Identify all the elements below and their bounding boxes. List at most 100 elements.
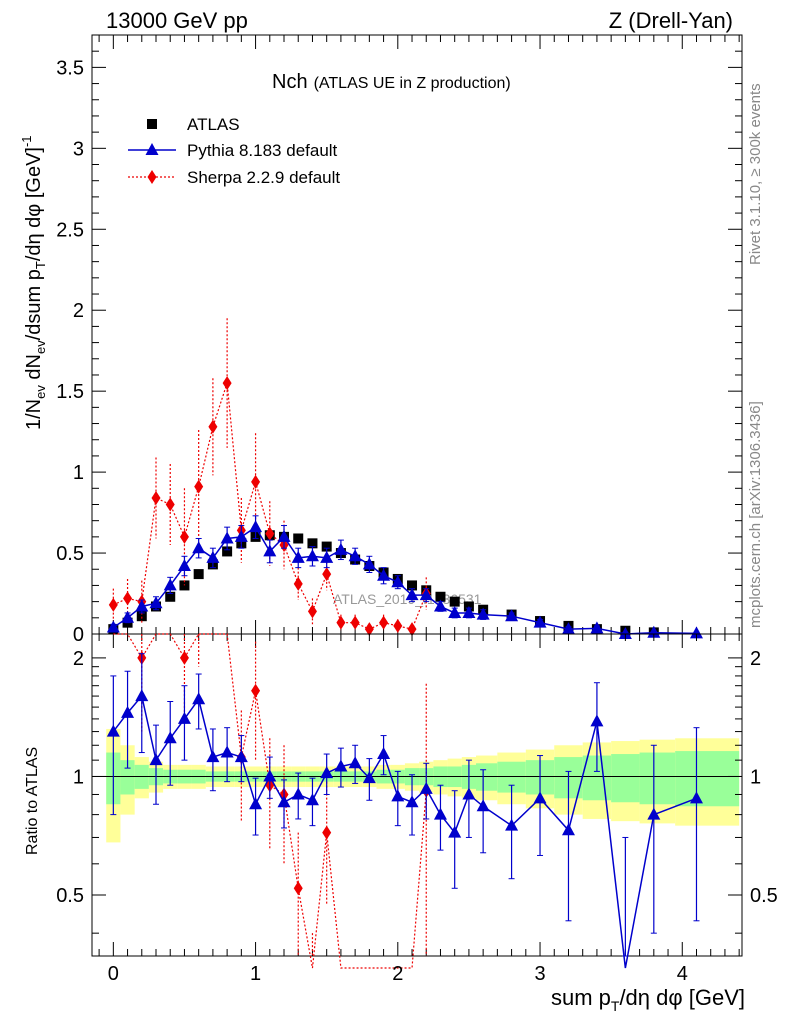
uncertainty-band-inner: [675, 751, 740, 807]
pythia-ratio-point: [334, 759, 348, 772]
x-tick-label: 2: [392, 963, 403, 985]
pythia-point: [590, 621, 604, 634]
y-tick-label: 3: [73, 138, 84, 160]
pythia-point: [106, 620, 120, 633]
pythia-point: [206, 550, 220, 563]
pythia-point: [533, 615, 547, 628]
legend-label: ATLAS: [187, 115, 240, 134]
y-tick-label-right: 2: [750, 648, 761, 670]
y-tick-label: 1.5: [56, 381, 84, 403]
sherpa-point: [194, 479, 204, 494]
main-panel: 00.511.522.533.5 ATLAS_2019_I1736531 Nch…: [19, 34, 743, 646]
pythia-ratio-point: [533, 791, 547, 804]
pythia-line: [112, 526, 697, 635]
uncertainty-band-inner: [611, 754, 640, 803]
atlas-point: [321, 541, 332, 552]
pythia-point: [405, 588, 419, 601]
uncertainty-band-inner: [476, 763, 498, 791]
side-label-rivet: Rivet 3.1.10, ≥ 300k events: [747, 83, 764, 265]
pythia-point: [263, 544, 277, 557]
sherpa-point: [350, 615, 360, 630]
sherpa-point: [364, 622, 374, 637]
pythia-ratio-point: [433, 807, 447, 820]
header-left: 13000 GeV pp: [106, 8, 248, 33]
pythia-point: [220, 531, 234, 544]
atlas-point: [407, 580, 418, 591]
pythia-point: [291, 550, 305, 563]
chart-title-main: Nch: [272, 71, 308, 93]
sherpa-point: [251, 474, 261, 489]
pythia-ratio-point: [362, 771, 376, 784]
sherpa-point: [407, 622, 417, 637]
pythia-ratio-point: [320, 766, 334, 779]
legend-label: Sherpa 2.2.9 default: [187, 168, 340, 187]
pythia-ratio-point: [291, 787, 305, 800]
atlas-point: [307, 538, 318, 549]
atlas-point: [136, 611, 147, 622]
pythia-ratio-line: [112, 694, 697, 969]
pythia-point: [121, 610, 135, 623]
legend: ATLAS Pythia 8.183 default Sherpa 2.2.9 de…: [128, 115, 340, 187]
sherpa-point: [151, 491, 161, 506]
pythia-ratio-point: [305, 793, 319, 806]
pythia-point: [348, 549, 362, 562]
pythia-point: [163, 578, 177, 591]
uncertainty-band-inner: [120, 760, 135, 795]
pythia-ratio-point: [377, 747, 391, 760]
y-tick-label: 0.5: [56, 885, 84, 907]
y-tick-label: 2: [73, 300, 84, 322]
pythia-ratio-point: [405, 795, 419, 808]
pythia-ratio-point: [277, 795, 291, 808]
pythia-ratio-point: [689, 791, 703, 804]
y-tick-label: 2.5: [56, 219, 84, 241]
pythia-point: [334, 542, 348, 555]
pythia-point: [419, 588, 433, 601]
sherpa-point: [265, 526, 275, 541]
pythia-point: [135, 599, 149, 612]
pythia-point: [305, 549, 319, 562]
sherpa-ratio-point: [179, 650, 189, 665]
sherpa-point: [179, 529, 189, 544]
x-axis-label: sum pT/dη dφ [GeV]: [551, 985, 745, 1014]
pythia-ratio-point: [135, 689, 149, 702]
x-tick-label: 1: [250, 963, 261, 985]
sherpa-ratio-point: [322, 825, 332, 840]
sherpa-point: [123, 591, 133, 606]
atlas-point: [147, 119, 157, 129]
pythia-point: [462, 605, 476, 618]
chart-title: Nch (ATLAS UE in Z production): [272, 71, 511, 93]
sherpa-ratio-line: [113, 633, 427, 969]
pythia-ratio-point: [462, 787, 476, 800]
ratio-panel: 0.5 0.5 1 1 2 2 Ratio to ATLAS: [24, 633, 778, 969]
pythia-ratio-point: [149, 753, 163, 766]
pythia-ratio-point: [263, 769, 277, 782]
pythia-ratio-point: [234, 750, 248, 763]
pythia-point: [277, 529, 291, 542]
pythia-ratio-point: [448, 825, 462, 838]
sherpa-ratio-point: [251, 683, 261, 698]
legend-pythia-marker: [145, 143, 159, 155]
x-tick-label: 4: [677, 963, 688, 985]
sherpa-point: [208, 419, 218, 434]
pythia-ratio-point: [249, 797, 263, 810]
pythia-ratio-point: [391, 789, 405, 802]
y-tick-label: 2: [73, 648, 84, 670]
atlas-point: [165, 591, 176, 602]
pythia-ratio-point: [206, 750, 220, 763]
pythia-ratio-point: [647, 807, 661, 820]
pythia-ratio-point: [177, 711, 191, 724]
pythia-ratio-point: [348, 756, 362, 769]
pythia-point: [377, 568, 391, 581]
sherpa-point: [165, 497, 175, 512]
sherpa-point: [293, 576, 303, 591]
ratio-y-axis-label: Ratio to ATLAS: [24, 747, 41, 855]
pythia-ratio-point: [590, 714, 604, 727]
sherpa-point: [393, 618, 403, 633]
pythia-point: [149, 596, 163, 609]
x-tick-label: 3: [534, 963, 545, 985]
atlas-point: [435, 591, 446, 602]
sherpa-point: [322, 567, 332, 582]
pythia-point: [249, 520, 263, 533]
pythia-ratio-point: [505, 818, 519, 831]
